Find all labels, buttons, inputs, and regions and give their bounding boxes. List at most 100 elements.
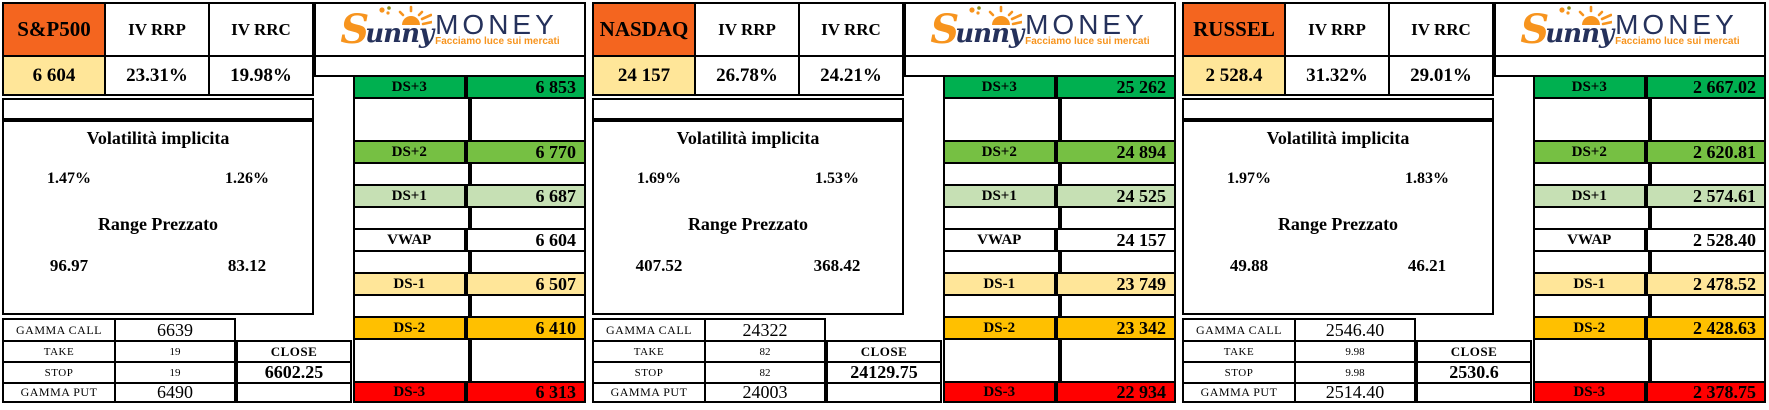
ds-level-label: DS-2 bbox=[943, 316, 1056, 340]
ds-level-value: 2 428.63 bbox=[1645, 316, 1766, 340]
volatility-right-value: 1.26% bbox=[225, 170, 269, 187]
close-value: 24129.75 bbox=[826, 361, 942, 384]
ds-level-value: 24 894 bbox=[1055, 140, 1176, 164]
ds-level-label: DS+3 bbox=[1533, 75, 1646, 99]
logo-tagline: Facciamo luce sui mercati bbox=[1025, 36, 1150, 47]
ladder-spacer bbox=[353, 206, 586, 230]
vwap-label: VWAP bbox=[1533, 228, 1646, 252]
ds-level-value: 6 507 bbox=[465, 272, 586, 296]
ds-level-label: DS+1 bbox=[1533, 184, 1646, 208]
ds-level-value: 6 687 bbox=[465, 184, 586, 208]
stop-value: 9.98 bbox=[1294, 361, 1416, 384]
ds-level-label: DS-1 bbox=[943, 272, 1056, 296]
volatility-right-value: 1.83% bbox=[1405, 170, 1449, 187]
index-name: RUSSEL bbox=[1182, 2, 1286, 57]
ladder-spacer bbox=[943, 294, 1176, 318]
ladder-spacer bbox=[353, 250, 586, 274]
ds-level-value: 6 770 bbox=[465, 140, 586, 164]
iv-rrc-value: 24.21% bbox=[798, 55, 904, 96]
ds-level-label: DS-1 bbox=[353, 272, 466, 296]
index-price: 6 604 bbox=[2, 55, 106, 96]
close-label: CLOSE bbox=[1416, 340, 1532, 363]
iv-rrp-value: 26.78% bbox=[694, 55, 800, 96]
ds-row: DS+3 6 853 bbox=[353, 75, 586, 99]
gamma-put-value: 6490 bbox=[114, 382, 236, 403]
panel-nasdaq: NASDAQ IV RRP IV RRC S unny bbox=[590, 0, 1180, 410]
ds-level-value: 2 574.61 bbox=[1645, 184, 1766, 208]
volatility-title: Volatilità implicita bbox=[676, 128, 820, 148]
close-label: CLOSE bbox=[826, 340, 942, 363]
index-name: NASDAQ bbox=[592, 2, 696, 57]
sunny-money-logo: S unny MONEY Facciamo luce sui mercati bbox=[1494, 2, 1766, 57]
stop-value: 82 bbox=[704, 361, 826, 384]
ladder-top-spacer bbox=[314, 55, 586, 77]
ladder-spacer bbox=[1533, 250, 1766, 274]
ds-level-value: 6 410 bbox=[465, 316, 586, 340]
volatility-right-value: 1.53% bbox=[815, 170, 859, 187]
ds-row: DS+1 6 687 bbox=[353, 184, 586, 208]
ladder-spacer bbox=[353, 97, 586, 142]
ds-level-label: DS-1 bbox=[1533, 272, 1646, 296]
ladder-spacer bbox=[1533, 294, 1766, 318]
gamma-put-label: GAMMA PUT bbox=[592, 382, 706, 403]
ds-level-label: DS+3 bbox=[943, 75, 1056, 99]
take-label: TAKE bbox=[592, 340, 706, 363]
vwap-row: VWAP 2 528.40 bbox=[1533, 228, 1766, 252]
ds-level-label: DS+2 bbox=[1533, 140, 1646, 164]
close-empty-cell bbox=[826, 382, 942, 403]
ds-level-value: 2 378.75 bbox=[1645, 381, 1766, 403]
ds-level-label: DS+2 bbox=[353, 140, 466, 164]
gamma-put-label: GAMMA PUT bbox=[1182, 382, 1296, 403]
ds-row: DS-1 2 478.52 bbox=[1533, 272, 1766, 296]
ds-level-value: 2 478.52 bbox=[1645, 272, 1766, 296]
stop-label: STOP bbox=[2, 361, 116, 384]
ladder-spacer bbox=[353, 162, 586, 186]
stop-label: STOP bbox=[1182, 361, 1296, 384]
iv-rrp-value: 23.31% bbox=[104, 55, 210, 96]
ds-level-value: 2 620.81 bbox=[1645, 140, 1766, 164]
ds-level-value: 25 262 bbox=[1055, 75, 1176, 99]
sunny-money-logo: S unny MONEY Facciamo luce sui mercati bbox=[904, 2, 1176, 57]
ladder-spacer bbox=[353, 294, 586, 318]
volatility-left-value: 1.97% bbox=[1227, 170, 1271, 187]
ds-level-label: DS+3 bbox=[353, 75, 466, 99]
ds-row: DS+2 24 894 bbox=[943, 140, 1176, 164]
panel-sp500: S&P500 IV RRP IV RRC S unny bbox=[0, 0, 590, 410]
stop-value: 19 bbox=[114, 361, 236, 384]
ds-level-value: 22 934 bbox=[1055, 381, 1176, 403]
vwap-label: VWAP bbox=[943, 228, 1056, 252]
index-price: 24 157 bbox=[592, 55, 696, 96]
volatility-title: Volatilità implicita bbox=[1266, 128, 1410, 148]
range-left-value: 96.97 bbox=[49, 256, 89, 275]
index-price: 2 528.4 bbox=[1182, 55, 1286, 96]
logo-tagline: Facciamo luce sui mercati bbox=[1615, 36, 1740, 47]
ladder-top-spacer bbox=[904, 55, 1176, 77]
ladder-spacer bbox=[943, 206, 1176, 230]
take-value: 9.98 bbox=[1294, 340, 1416, 363]
ds-row: DS+2 6 770 bbox=[353, 140, 586, 164]
iv-rrp-value: 31.32% bbox=[1284, 55, 1390, 96]
gamma-call-label: GAMMA CALL bbox=[2, 318, 116, 342]
ds-row: DS+3 2 667.02 bbox=[1533, 75, 1766, 99]
ds-level-label: DS-3 bbox=[1533, 381, 1646, 403]
gamma-put-label: GAMMA PUT bbox=[2, 382, 116, 403]
ds-row: DS-3 6 313 bbox=[353, 381, 586, 403]
iv-rrp-header: IV RRP bbox=[1284, 2, 1390, 57]
logo-brand: MONEY bbox=[1025, 9, 1148, 40]
ds-level-value: 6 853 bbox=[465, 75, 586, 99]
ds-row: DS+2 2 620.81 bbox=[1533, 140, 1766, 164]
range-title: Range Prezzato bbox=[97, 214, 219, 234]
close-value: 6602.25 bbox=[236, 361, 352, 384]
logo-script-s: S bbox=[930, 5, 960, 53]
vwap-row: VWAP 6 604 bbox=[353, 228, 586, 252]
ds-level-label: DS+2 bbox=[943, 140, 1056, 164]
sun-icon bbox=[376, 5, 434, 32]
ds-level-value: 2 667.02 bbox=[1645, 75, 1766, 99]
ds-row: DS-1 23 749 bbox=[943, 272, 1176, 296]
ds-row: DS-3 22 934 bbox=[943, 381, 1176, 403]
ladder-spacer bbox=[353, 338, 586, 383]
logo-tagline: Facciamo luce sui mercati bbox=[435, 36, 560, 47]
range-right-value: 368.42 bbox=[813, 256, 861, 275]
volatility-left-value: 1.47% bbox=[47, 170, 91, 187]
